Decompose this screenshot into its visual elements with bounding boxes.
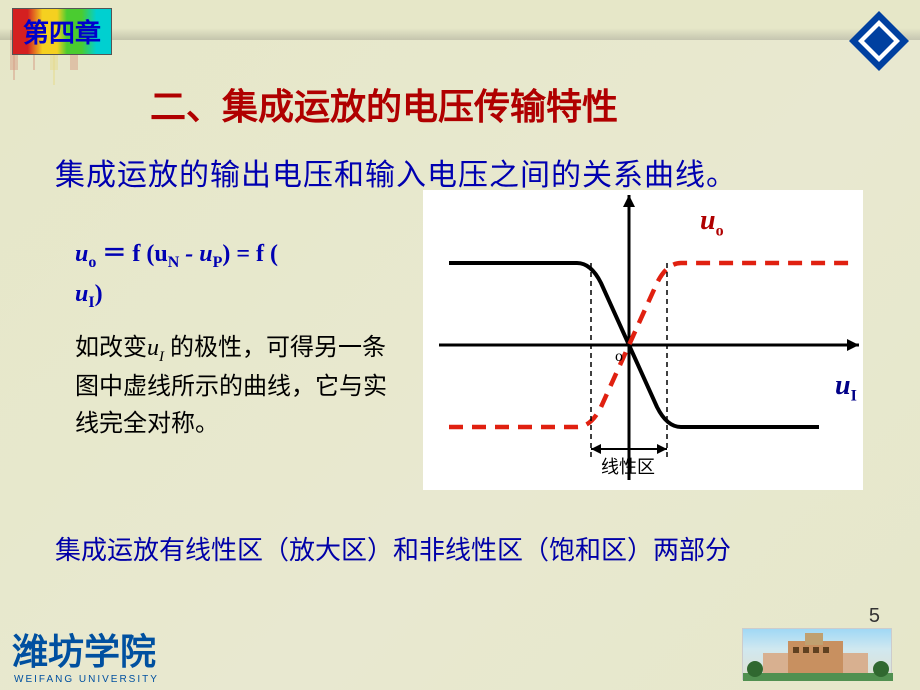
eq-eq: ＝ f (u [96,241,167,267]
bottom-summary: 集成运放有线性区（放大区）和非线性区（饱和区）两部分 [55,530,731,567]
equation: uo ＝ f (uN - uP) = f ( uI) [75,235,380,316]
graph-svg: o 线性区 [413,190,883,490]
footer-building-icon [742,628,892,680]
eq-lhs: uo [75,241,96,267]
footer-logo: 潍坊学院 WEIFANG UNIVERSITY [12,628,202,686]
note-text: 如改变uI 的极性，可得另一条图中虚线所示的曲线，它与实线完全对称。 [75,330,395,443]
svg-text:WEIFANG UNIVERSITY: WEIFANG UNIVERSITY [14,674,159,685]
slide-title: 二、集成运放的电压传输特性 [150,78,618,130]
slide-root: 第四章 二、集成运放的电压传输特性 集成运放的输出电压和输入电压之间的关系曲线。… [0,0,920,690]
svg-text:o: o [615,348,623,365]
uo-axis-label: uo [700,205,724,241]
university-logo-icon [844,6,914,76]
page-number: 5 [869,605,880,628]
svg-text:潍坊学院: 潍坊学院 [12,631,156,672]
ui-axis-label: uI [835,370,857,406]
description-text: 集成运放的输出电压和输入电压之间的关系曲线。 [55,150,737,194]
chapter-badge: 第四章 [12,8,112,55]
svg-text:线性区: 线性区 [601,457,655,477]
transfer-graph: o 线性区 [413,190,883,490]
